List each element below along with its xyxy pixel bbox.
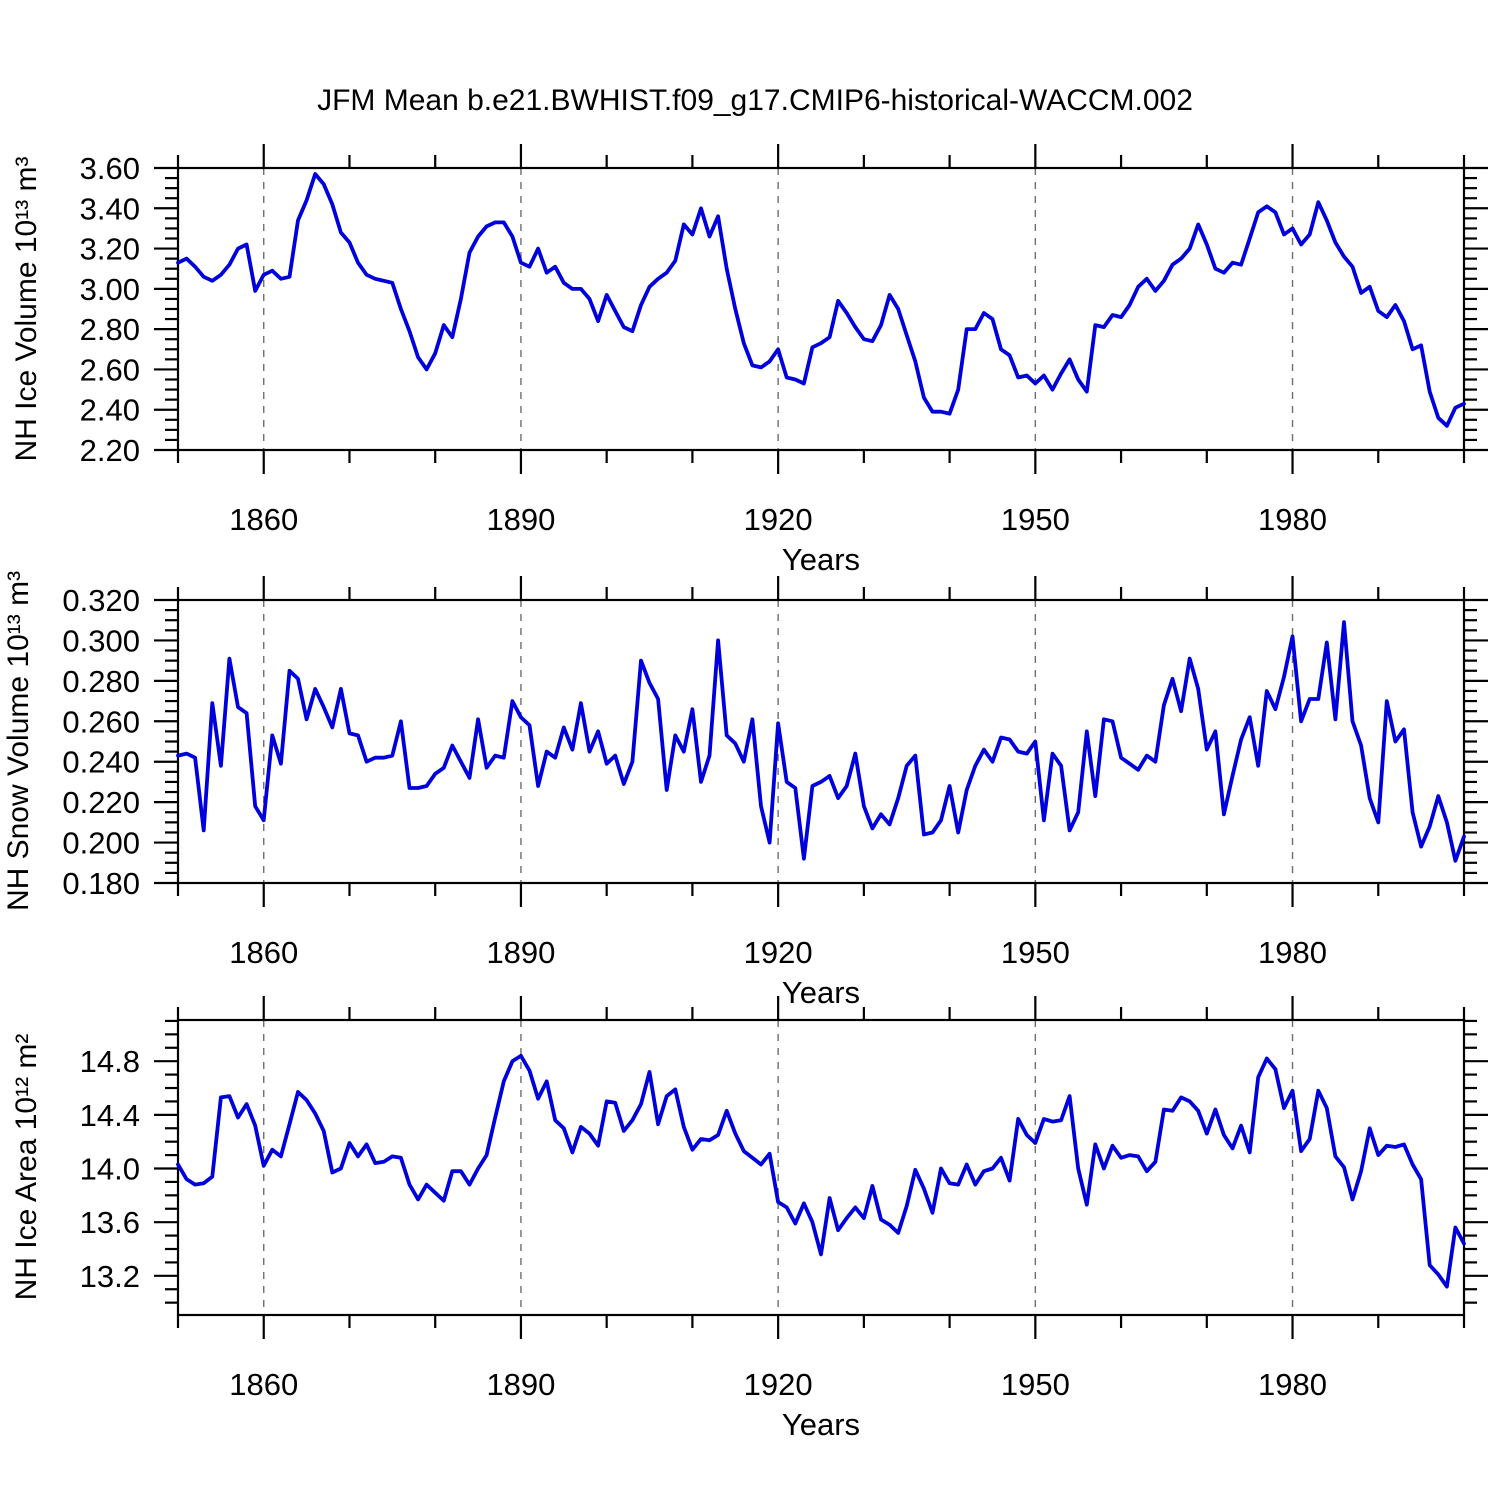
y-tick-label: 3.60 xyxy=(80,151,140,186)
y-tick-label: 14.4 xyxy=(80,1098,140,1133)
y-tick-label: 3.40 xyxy=(80,191,140,226)
x-axis-title: Years xyxy=(782,975,860,1010)
y-tick-label: 0.220 xyxy=(62,785,140,820)
y-tick-label: 0.240 xyxy=(62,745,140,780)
panel-nh-ice-area: NH Ice Area 10¹² m² Years 1860 1890 1920 19… xyxy=(10,996,1488,1442)
x-tick-label: 1860 xyxy=(229,1367,298,1402)
x-tick-label: 1980 xyxy=(1258,935,1327,970)
x-tick-label: 1950 xyxy=(1001,1367,1070,1402)
y-tick-label: 2.60 xyxy=(80,352,140,387)
y-tick-label: 3.00 xyxy=(80,272,140,307)
y-tick-label: 3.20 xyxy=(80,232,140,267)
y-tick-label: 0.280 xyxy=(62,664,140,699)
x-tick-label: 1980 xyxy=(1258,502,1327,537)
y-tick-label: 2.40 xyxy=(80,393,140,428)
x-axis-title: Years xyxy=(782,542,860,577)
x-tick-label: 1890 xyxy=(486,935,555,970)
x-tick-label: 1890 xyxy=(486,1367,555,1402)
y-tick-label: 0.260 xyxy=(62,704,140,739)
chart-title: JFM Mean b.e21.BWHIST.f09_g17.CMIP6-hist… xyxy=(317,84,1193,117)
y-tick-label: 14.0 xyxy=(80,1152,140,1187)
y-tick-label: 0.200 xyxy=(62,826,140,861)
y-tick-label: 0.300 xyxy=(62,623,140,658)
panel-nh-ice-volume: NH Ice Volume 10¹³ m³ Years 1860 1890 1920… xyxy=(10,144,1488,577)
x-tick-label: 1890 xyxy=(486,502,555,537)
x-tick-label: 1980 xyxy=(1258,1367,1327,1402)
x-axis-title: Years xyxy=(782,1407,860,1442)
y-axis-title-snow-volume: NH Snow Volume 10¹³ m³ xyxy=(2,571,35,911)
x-tick-label: 1920 xyxy=(744,935,813,970)
y-axis-title-ice-area: NH Ice Area 10¹² m² xyxy=(10,1034,43,1301)
y-tick-label: 0.180 xyxy=(62,866,140,901)
y-tick-label: 2.20 xyxy=(80,433,140,468)
y-axis-title-ice-volume: NH Ice Volume 10¹³ m³ xyxy=(10,156,43,461)
x-tick-label: 1950 xyxy=(1001,935,1070,970)
panel-frame xyxy=(176,598,1466,885)
series-line-nh-snow-volume xyxy=(176,620,1466,863)
series-line-nh-ice-area xyxy=(176,1053,1466,1289)
x-tick-label: 1920 xyxy=(744,1367,813,1402)
y-tick-label: 14.8 xyxy=(80,1044,140,1079)
y-tick-label: 0.320 xyxy=(62,583,140,618)
y-tick-label: 13.2 xyxy=(80,1259,140,1294)
panel-nh-snow-volume: NH Snow Volume 10¹³ m³ Years 1860 1890 192… xyxy=(2,571,1488,1010)
x-tick-label: 1920 xyxy=(744,502,813,537)
x-tick-label: 1860 xyxy=(229,502,298,537)
x-tick-label: 1950 xyxy=(1001,502,1070,537)
series-line-nh-ice-volume xyxy=(176,172,1466,428)
y-tick-label: 2.80 xyxy=(80,312,140,347)
x-tick-label: 1860 xyxy=(229,935,298,970)
y-tick-label: 13.6 xyxy=(80,1205,140,1240)
